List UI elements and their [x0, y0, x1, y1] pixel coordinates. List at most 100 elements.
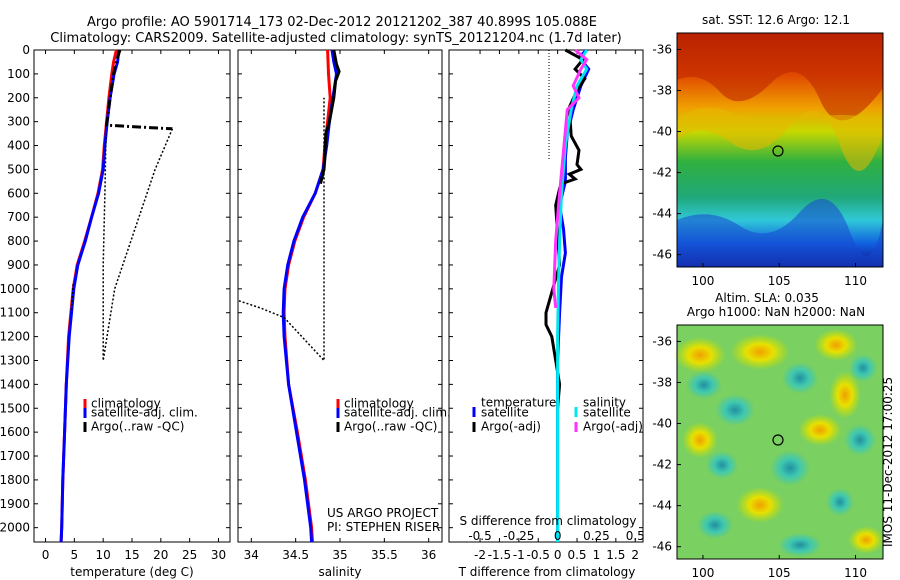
- map-lat-label: -44: [652, 499, 672, 513]
- depth-tick-label: 900: [7, 258, 30, 272]
- temperature-xlabel: temperature (deg C): [70, 565, 193, 579]
- depth-tick-label: 1900: [0, 497, 30, 511]
- legend-temp-satellite-label: satellite: [481, 406, 529, 420]
- sst-map-ticks: -36 -38 -40 -42 -44 -46 100 105 110: [652, 42, 867, 288]
- legend-satellite-label: satellite-adj. clim.: [344, 406, 451, 420]
- legend-argo-label: Argo(..raw -QC): [344, 420, 437, 434]
- depth-tick-label: 500: [7, 162, 30, 176]
- series-line-3: [102, 128, 174, 361]
- sla-map-frame: [676, 324, 884, 560]
- depth-ticks: 0 100 200 300 400 500 600 700 800 900 1000 1100 1200…: [0, 43, 230, 535]
- header-line-1: Argo profile: AO 5901714_173 02-Dec-2012…: [87, 15, 597, 30]
- legend-temperature-title: temperature: [481, 396, 556, 410]
- legend-sal-satellite-label: satellite: [583, 406, 631, 420]
- s-diff-tick-label: 0.5: [626, 529, 645, 543]
- depth-tick-label: 2000: [0, 521, 30, 535]
- x-tick-label: 0.5: [567, 548, 586, 562]
- x-tick-label: 10: [96, 548, 111, 562]
- map-lon-label: 105: [768, 274, 791, 288]
- sst-argo-marker: [772, 145, 784, 157]
- legend-temp-argo-label: Argo(-adj): [481, 420, 541, 434]
- map-lat-label: -46: [652, 248, 672, 262]
- x-tick-label: 34.5: [282, 548, 309, 562]
- x-tick-label: -1: [513, 548, 525, 562]
- x-tick-label: 1.5: [606, 548, 625, 562]
- s-diff-tick-label: 0.25: [583, 529, 610, 543]
- series-line-1: [59, 49, 121, 543]
- series-line-2: [319, 49, 341, 185]
- sla-argo-marker: [772, 434, 784, 446]
- difference-lines: [544, 48, 591, 542]
- x-tick-label: 1: [593, 548, 601, 562]
- s-difference-label: S difference from climatology: [460, 514, 637, 528]
- depth-tick-label: 600: [7, 186, 30, 200]
- sst-front: [677, 107, 883, 171]
- difference-legend: temperature satellite Argo(-adj) salinit…: [472, 396, 643, 434]
- temperature-legend: climatology satellite-adj. clim. Argo(..…: [83, 397, 198, 434]
- legend-climatology-label: climatology: [344, 397, 414, 411]
- x-tick-label: 25: [182, 548, 197, 562]
- difference-panel: -2 -1.5 -1 -0.5 0 0.5 1 1.5 2 T difference from …: [448, 48, 645, 579]
- sst-cold-band: [677, 198, 883, 267]
- x-tick-label: 30: [211, 548, 226, 562]
- x-tick-label: 0: [42, 548, 50, 562]
- sst-map-frame: [676, 32, 884, 268]
- legend-climatology-label: climatology: [91, 397, 161, 411]
- map-lat-label: -46: [652, 540, 672, 554]
- map-lat-label: -38: [652, 375, 672, 389]
- depth-tick-label: 1500: [0, 401, 30, 415]
- depth-tick-label: 100: [7, 67, 30, 81]
- map-lon-label: 110: [844, 566, 867, 580]
- map-lat-label: -36: [652, 42, 672, 56]
- x-tick-label: 35: [332, 548, 347, 562]
- depth-tick-label: 800: [7, 234, 30, 248]
- sla-map-title-1: Altim. SLA: 0.035: [715, 291, 819, 305]
- map-lat-label: -38: [652, 83, 672, 97]
- x-tick-label: 0: [554, 548, 562, 562]
- x-tick-label: 2: [631, 548, 639, 562]
- salinity-panel: 34 34.5 35 35.5 36 salinity climatology sate…: [237, 49, 451, 579]
- x-tick-label: -1.5: [488, 548, 511, 562]
- x-tick-label: -2: [474, 548, 486, 562]
- temperature-panel: 0100200300400500600700800900100011001200…: [0, 43, 231, 579]
- legend-salinity-title: salinity: [583, 396, 626, 410]
- x-tick-label: 5: [71, 548, 79, 562]
- salinity-xlabel: salinity: [318, 565, 361, 579]
- x-tick-label: 34: [244, 548, 259, 562]
- project-annotation-line-1: US ARGO PROJECT: [327, 506, 439, 520]
- temperature-ticks: 0 5 10 15 20 25 30: [42, 50, 226, 562]
- series-line-1: [544, 48, 587, 409]
- difference-axes-box: [448, 49, 644, 543]
- legend-sal-argo-label: Argo(-adj): [583, 420, 643, 434]
- x-tick-label: 20: [153, 548, 168, 562]
- depth-tick-label: 1100: [0, 306, 30, 320]
- header-line-2: Climatology: CARS2009. Satellite-adjuste…: [50, 31, 622, 46]
- s-difference-ticklabels: -0.5 -0.25 0 0.25 0.5: [468, 529, 644, 543]
- temperature-axes-box: [33, 49, 231, 543]
- sst-warm-band: [677, 33, 883, 121]
- map-lon-label: 100: [691, 274, 714, 288]
- depth-tick-label: 1300: [0, 353, 30, 367]
- temperature-lines: [59, 49, 174, 543]
- x-tick-label: 36: [421, 548, 436, 562]
- map-lat-label: -44: [652, 207, 672, 221]
- depth-tick-label: 700: [7, 210, 30, 224]
- salinity-xticklabels: 34 34.5 35 35.5 36: [244, 50, 436, 562]
- series-line-3: [552, 48, 589, 309]
- sla-anomaly-blobs: [674, 329, 884, 557]
- map-lat-label: -42: [652, 458, 672, 472]
- s-diff-tick-label: -0.5: [468, 529, 491, 543]
- imos-timestamp: IMOS 11-Dec-2012 17:00:25: [881, 377, 895, 547]
- map-lat-label: -40: [652, 417, 672, 431]
- map-lon-label: 110: [844, 274, 867, 288]
- s-diff-tick-label: -0.25: [503, 529, 534, 543]
- depth-tick-label: 1600: [0, 425, 30, 439]
- map-lat-label: -40: [652, 125, 672, 139]
- x-tick-label: 15: [124, 548, 139, 562]
- sla-map-title-2: Argo h1000: NaN h2000: NaN: [687, 305, 865, 319]
- depth-tick-label: 1700: [0, 449, 30, 463]
- legend-argo-label: Argo(..raw -QC): [91, 420, 184, 434]
- map-lat-label: -42: [652, 166, 672, 180]
- series-line-2: [104, 49, 173, 131]
- map-lon-label: 100: [691, 566, 714, 580]
